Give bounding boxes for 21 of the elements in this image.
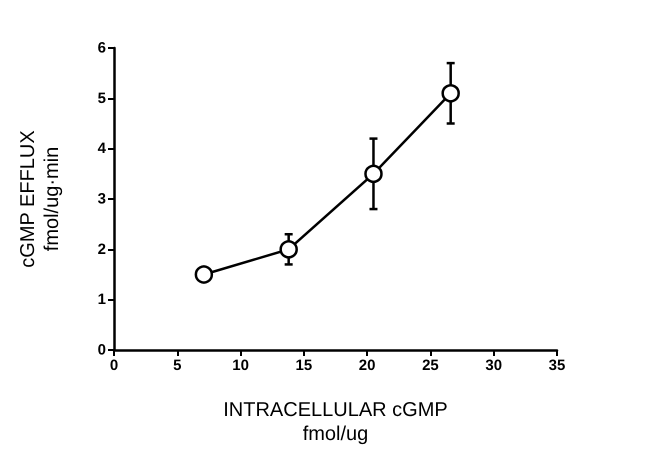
x-tick-label: 10 <box>232 357 249 374</box>
point <box>364 164 383 184</box>
point <box>441 84 460 103</box>
point <box>194 265 214 284</box>
y-tick-label: 3 <box>98 190 106 208</box>
x-tick-label: 30 <box>485 357 502 374</box>
y-tick-label: 5 <box>98 90 106 107</box>
y-tick-label: 1 <box>98 291 106 308</box>
y-tick-label: 6 <box>98 40 106 56</box>
x-tick-label: 5 <box>173 357 182 374</box>
y-tick-label: 0 <box>98 342 106 358</box>
x-tick-label: 0 <box>110 357 118 374</box>
y-tick-label: 2 <box>98 240 106 258</box>
y-tick-label: 4 <box>98 140 107 158</box>
x-tick-label: 25 <box>422 357 439 374</box>
x-axis-title: INTRACELLULAR cGMP fmol/ug <box>223 399 448 445</box>
point <box>279 240 298 259</box>
x-tick-label: 15 <box>296 357 312 374</box>
x-tick-label: 35 <box>548 357 566 374</box>
x-tick-label: 20 <box>358 357 376 374</box>
y-axis-title: cGMP EFFLUX fmol/ug·min <box>17 130 63 268</box>
